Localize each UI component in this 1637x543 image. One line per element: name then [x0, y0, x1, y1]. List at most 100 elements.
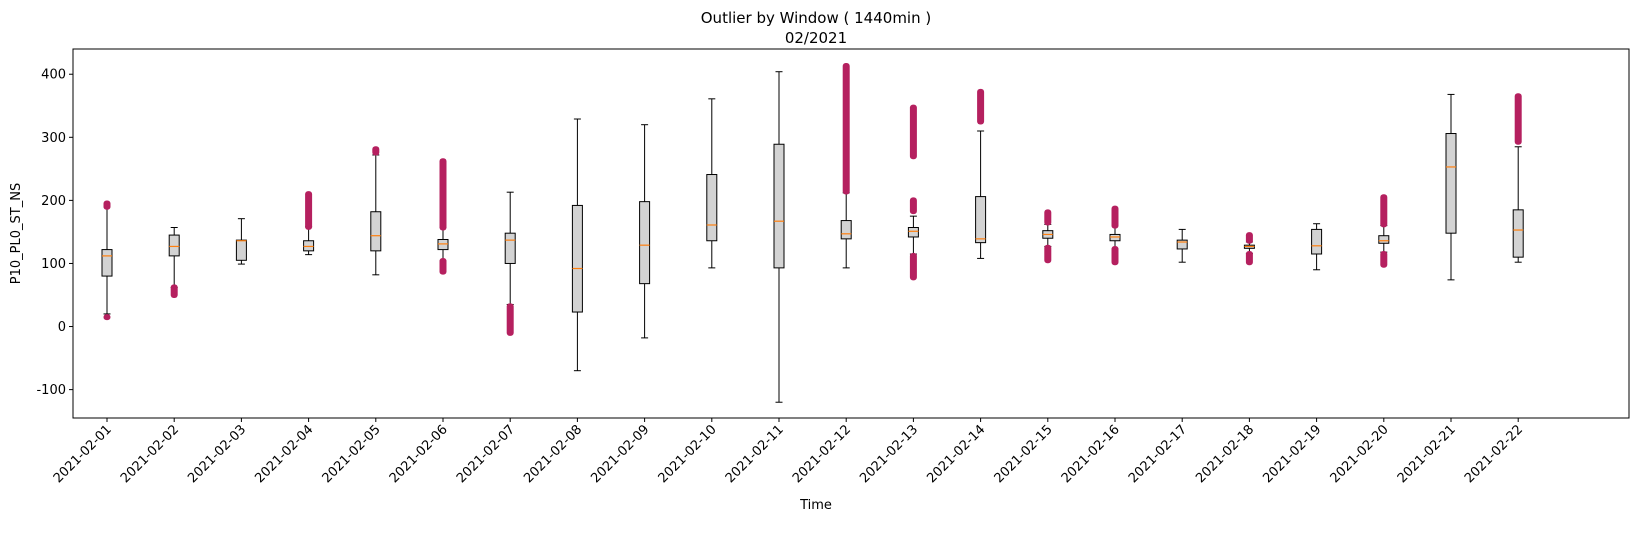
x-tick-label: 2021-02-01	[51, 422, 115, 486]
x-tick-label: 2021-02-14	[924, 422, 988, 486]
box-2021-02-06	[437, 158, 449, 275]
iqr-box	[437, 238, 449, 251]
outlier-points	[909, 252, 917, 281]
x-tick-label: 2021-02-10	[656, 422, 720, 486]
box-2021-02-09	[639, 124, 651, 339]
outlier-points	[305, 191, 313, 230]
chart-subtitle: 02/2021	[785, 29, 847, 47]
y-axis-label: P10_PL0_ST_NS	[9, 183, 24, 284]
iqr-box	[168, 234, 180, 257]
outlier-points	[1245, 232, 1253, 244]
x-tick-label: 2021-02-15	[992, 422, 1056, 486]
iqr-box	[571, 204, 583, 313]
outlier-points	[103, 200, 111, 210]
outlier-points	[909, 197, 917, 215]
box-2021-02-05	[370, 146, 382, 276]
iqr-box	[773, 143, 785, 269]
outlier-points	[909, 104, 917, 160]
x-tick-label: 2021-02-13	[857, 422, 921, 486]
iqr-box	[1109, 233, 1121, 242]
iqr-box	[1378, 235, 1390, 244]
iqr-box	[1176, 239, 1188, 250]
iqr-box	[907, 227, 919, 238]
x-tick-label: 2021-02-04	[252, 422, 316, 486]
iqr-box	[1445, 133, 1457, 234]
iqr-box	[101, 249, 113, 277]
iqr-box	[235, 239, 247, 261]
x-tick-label: 2021-02-19	[1260, 422, 1324, 486]
x-tick-label: 2021-02-11	[723, 422, 787, 486]
outlier-points	[842, 63, 850, 195]
outlier-points	[506, 303, 514, 336]
plot-area	[101, 63, 1524, 403]
box-2021-02-02	[168, 227, 180, 298]
iqr-box	[639, 201, 651, 285]
chart-title: Outlier by Window ( 1440min )	[701, 9, 931, 27]
box-2021-02-13	[907, 104, 919, 281]
outlier-points	[1111, 205, 1119, 229]
outlier-points	[439, 257, 447, 275]
x-tick-label: 2021-02-03	[185, 422, 249, 486]
y-tick-label: 200	[41, 194, 66, 209]
box-2021-02-04	[303, 191, 315, 256]
box-2021-02-12	[840, 63, 852, 269]
outlier-points	[977, 88, 985, 125]
y-tick-label: 0	[58, 320, 66, 335]
outlier-points	[1514, 93, 1522, 145]
outlier-points	[170, 284, 178, 298]
axes-frame	[72, 48, 1630, 419]
box-2021-02-16	[1109, 205, 1121, 266]
x-tick-label: 2021-02-06	[387, 422, 451, 486]
x-tick-label: 2021-02-17	[1126, 422, 1190, 486]
x-axis-ticks: 2021-02-01 2021-02-02 2021-02-03 2021-02-04…	[51, 418, 1526, 486]
y-tick-label: -100	[36, 383, 66, 398]
outlier-points	[1111, 245, 1119, 266]
x-tick-label: 2021-02-02	[118, 422, 182, 486]
outlier-points	[1380, 194, 1388, 228]
y-axis-ticks: -100 0 100 200 300 400	[36, 68, 73, 398]
x-tick-label: 2021-02-09	[588, 422, 652, 486]
x-tick-label: 2021-02-12	[790, 422, 854, 486]
y-tick-label: 400	[41, 68, 66, 83]
x-axis-label: Time	[799, 498, 832, 513]
iqr-box	[504, 232, 516, 264]
box-2021-02-10	[706, 98, 718, 269]
box-2021-02-01	[101, 200, 113, 321]
outlier-points	[1245, 251, 1253, 266]
x-tick-label: 2021-02-21	[1395, 422, 1459, 486]
box-2021-02-07	[504, 191, 516, 336]
outlier-points	[103, 314, 111, 321]
box-2021-02-14	[975, 88, 987, 259]
x-tick-label: 2021-02-05	[320, 422, 384, 486]
outlier-points	[1380, 251, 1388, 268]
box-2021-02-19	[1311, 223, 1323, 271]
x-tick-label: 2021-02-16	[1059, 422, 1123, 486]
iqr-box	[706, 174, 718, 242]
iqr-box	[370, 211, 382, 252]
box-2021-02-17	[1176, 228, 1188, 263]
box-2021-02-11	[773, 71, 785, 403]
x-tick-label: 2021-02-18	[1193, 422, 1257, 486]
box-2021-02-22	[1512, 93, 1524, 263]
box-2021-02-18	[1243, 232, 1255, 266]
iqr-box	[975, 196, 987, 244]
outlier-points	[372, 146, 380, 156]
outlier-points	[439, 158, 447, 231]
iqr-box	[1311, 228, 1323, 255]
outlier-points	[1044, 244, 1052, 264]
y-tick-label: 300	[41, 131, 66, 146]
x-tick-label: 2021-02-08	[521, 422, 585, 486]
iqr-box	[1512, 209, 1524, 258]
box-2021-02-03	[235, 218, 247, 265]
iqr-box	[840, 220, 852, 240]
outlier-points	[1044, 209, 1052, 226]
box-2021-02-20	[1378, 194, 1390, 268]
y-tick-label: 100	[41, 257, 66, 272]
x-tick-label: 2021-02-20	[1328, 422, 1392, 486]
x-tick-label: 2021-02-07	[454, 422, 518, 486]
box-2021-02-15	[1042, 209, 1054, 264]
box-2021-02-21	[1445, 93, 1457, 281]
iqr-box	[303, 240, 315, 252]
box-2021-02-08	[571, 118, 583, 372]
